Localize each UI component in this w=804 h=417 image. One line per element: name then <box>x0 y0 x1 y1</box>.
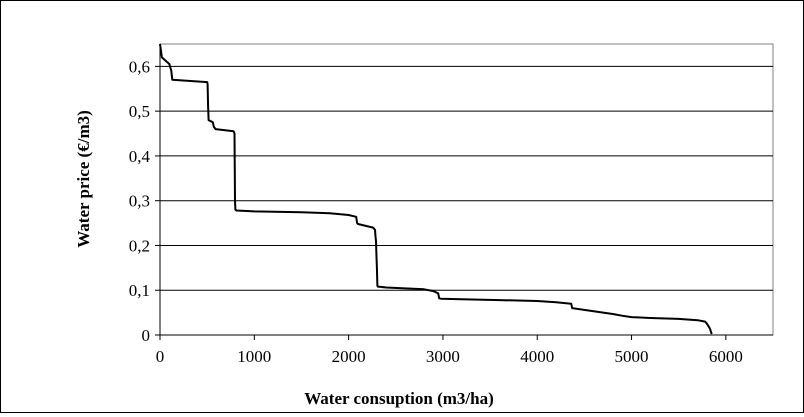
x-tick-label-6: 6000 <box>709 347 743 366</box>
x-tick-label-4: 4000 <box>520 347 554 366</box>
y-tick-label-3: 0,3 <box>129 192 150 211</box>
y-tick-label-4: 0,4 <box>129 147 151 166</box>
plot-border <box>159 43 774 336</box>
x-tick-label-2: 2000 <box>332 347 366 366</box>
y-tick-label-1: 0,1 <box>129 281 150 300</box>
y-tick-label-0: 0 <box>142 326 151 345</box>
y-axis-title: Water price (€/m3) <box>74 110 93 248</box>
series-line-0 <box>159 43 713 335</box>
y-tick-label-2: 0,2 <box>129 236 150 255</box>
x-tick-label-5: 5000 <box>615 347 649 366</box>
x-tick-label-1: 1000 <box>237 347 271 366</box>
x-axis-title: Water consuption (m3/ha) <box>304 389 494 408</box>
x-tick-label-0: 0 <box>156 347 165 366</box>
x-tick-label-3: 3000 <box>426 347 460 366</box>
y-tick-label-6: 0,6 <box>129 57 150 76</box>
y-tick-label-5: 0,5 <box>129 102 150 121</box>
